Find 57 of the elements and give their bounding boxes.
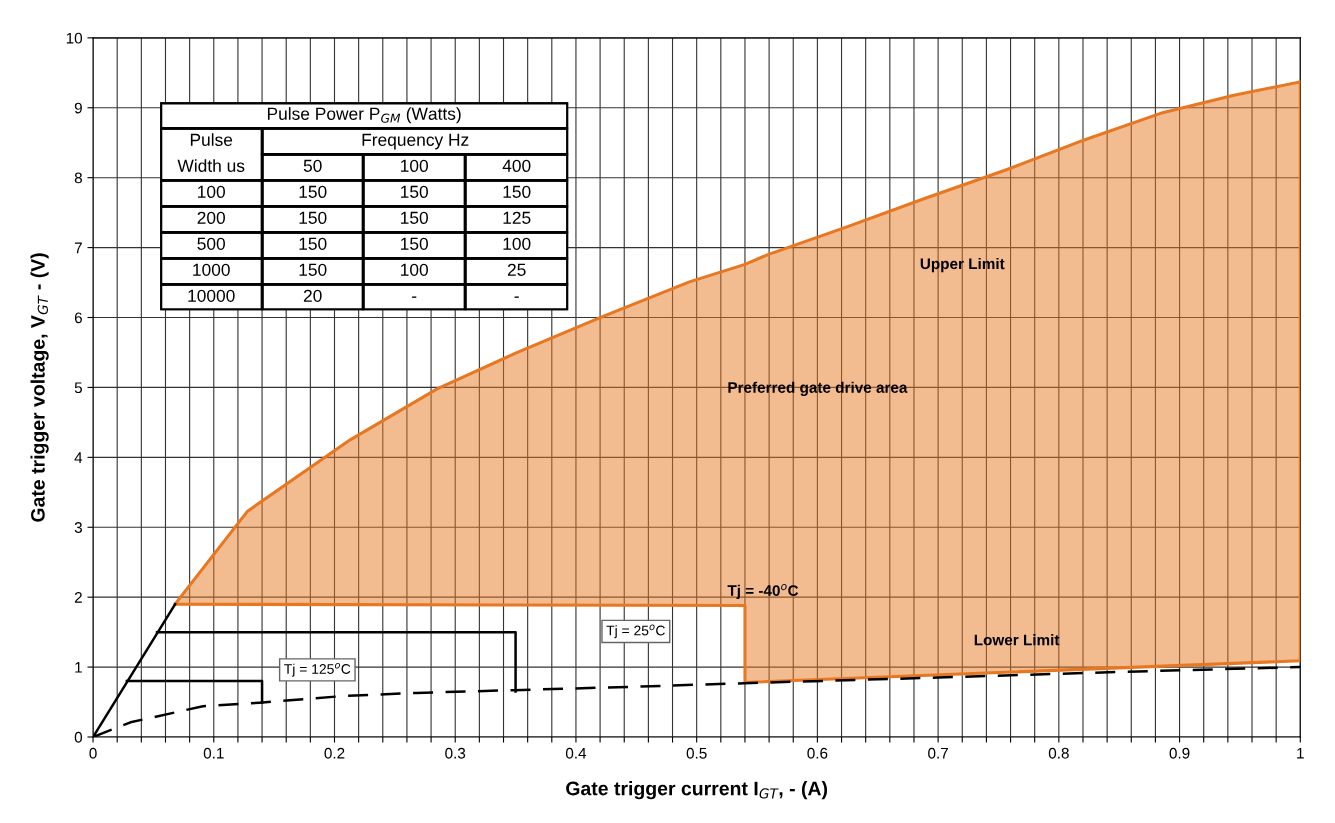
x-tick-label: 0.1: [203, 747, 224, 759]
annotation: 50: [303, 159, 322, 172]
y-tick-label: 7: [74, 242, 82, 254]
annotation: 150: [401, 185, 428, 198]
text: Pulse Power P$_{GM}$ (Watts): [267, 107, 461, 124]
annotation: Pulse: [190, 133, 233, 146]
y-tick-label: 2: [74, 592, 82, 603]
annotation: 150: [299, 185, 327, 198]
annotation: Tj = 125$^{o}$C: [284, 663, 351, 677]
annotation: 25: [507, 263, 526, 276]
y-tick-label: 3: [74, 522, 82, 533]
y-tick-label: 8: [74, 172, 82, 184]
x-tick-label: 0.5: [686, 747, 707, 759]
x-tick-label: 0.9: [1169, 747, 1190, 759]
annotation: Frequency Hz: [362, 133, 469, 150]
annotation: 100: [401, 159, 428, 172]
y-tick-label: 0: [74, 731, 83, 743]
annotation: Tj = -40$^{o}$C: [727, 584, 799, 600]
annotation: 100: [198, 185, 225, 198]
annotation: Upper Limit: [920, 257, 1005, 273]
y-axis-title: Gate trigger voltage, V$_{GT}$ - (V): [30, 253, 49, 522]
x-tick-label: 0.3: [445, 747, 466, 759]
annotation: 150: [299, 237, 327, 250]
x-tick-label: 0.2: [324, 747, 345, 759]
annotation: 400: [502, 159, 531, 172]
annotation: -: [412, 296, 417, 298]
annotation: Width us: [177, 159, 245, 172]
x-tick-label: 0.7: [928, 747, 948, 759]
annotation: 200: [197, 211, 225, 224]
y-tick-label: 9: [74, 102, 82, 114]
x-axis-title: Gate trigger current I$_{GT}$, - (A): [566, 781, 828, 800]
annotation: 150: [299, 263, 327, 276]
x-tick-label: 0.8: [1048, 747, 1069, 759]
y-tick-label: 6: [74, 312, 82, 324]
x-tick-label: 0.4: [565, 747, 587, 759]
annotation: 125: [503, 211, 531, 224]
annotation: 150: [299, 211, 327, 224]
y-tick-label: 1: [75, 662, 82, 673]
y-tick-label: 10: [66, 32, 83, 44]
annotation: 500: [197, 237, 225, 250]
annotation: 150: [401, 237, 428, 250]
annotation: 1000: [193, 263, 230, 276]
x-tick-label: 1: [1297, 747, 1304, 759]
annotation: Lower Limit: [974, 634, 1060, 646]
annotation: -: [514, 296, 519, 298]
annotation: 150: [503, 185, 531, 198]
x-tick-label: 0.6: [807, 747, 828, 759]
annotation: Preferred gate drive area: [728, 381, 908, 396]
y-tick-label: 4: [74, 452, 83, 463]
annotation: 20: [303, 289, 322, 302]
annotation: 150: [401, 211, 428, 224]
y-tick-label: 5: [74, 382, 82, 394]
x-tick-label: 0: [89, 747, 97, 759]
annotation: 100: [401, 263, 428, 276]
annotation: 100: [503, 237, 531, 250]
annotation: Tj = 25$^{o}$C: [606, 624, 665, 639]
annotation: 10000: [188, 289, 235, 302]
